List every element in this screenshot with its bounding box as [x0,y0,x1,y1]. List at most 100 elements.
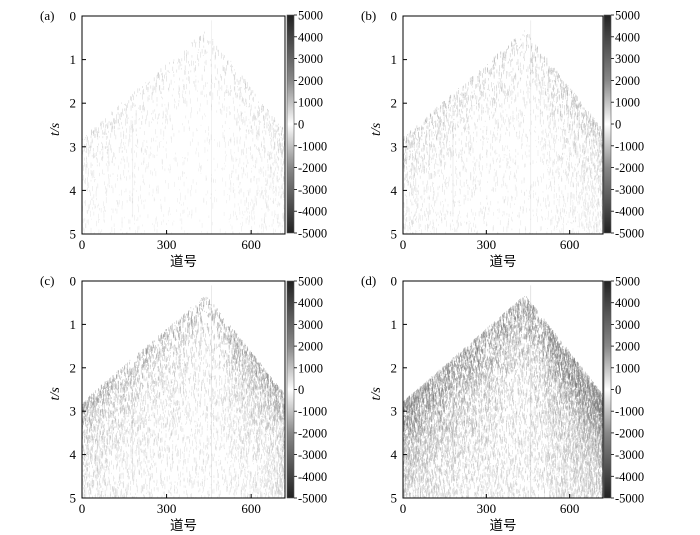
colorbar-tick-label: 5000 [615,275,640,289]
y-tick-label: 5 [391,491,398,506]
colorbar-tick-label: 5000 [298,9,323,23]
x-tick-label: 300 [477,237,497,252]
colorbar-tick-label: -1000 [298,139,327,153]
colorbar-tick-label: 3000 [615,318,640,332]
colorbar-tick-label: 4000 [615,30,640,44]
colorbar-tick-label: 3000 [615,52,640,66]
colorbar-tick-label: 2000 [298,74,323,88]
colorbar-tick-label: -4000 [298,205,327,219]
colorbar [286,280,295,499]
plot-frame [81,280,286,499]
x-tick-label: 300 [157,237,177,252]
y-tick-label: 3 [70,139,77,154]
y-tick-label: 4 [391,447,398,462]
colorbar-tick-label: -3000 [298,183,327,197]
x-axis-label: 道号 [170,254,197,269]
colorbar-tick-label: -1000 [615,405,644,419]
colorbar-tick-label: -2000 [615,426,644,440]
y-axis-label: t/s [369,387,384,401]
colorbar-tick-label: 0 [298,118,304,132]
x-axis-label: 道号 [490,254,517,269]
colorbar-tick-label: 2000 [615,340,640,354]
colorbar-tick-label: 1000 [615,361,640,375]
x-axis-label: 道号 [170,518,197,533]
colorbar-tick-label: 1000 [298,361,323,375]
seismic-traces [82,20,285,234]
y-tick-label: 0 [70,9,77,24]
y-tick-label: 4 [70,183,77,198]
colorbar-tick-label: -2000 [298,426,327,440]
colorbar-tick-label: -3000 [615,448,644,462]
colorbar-tick-label: 2000 [298,340,323,354]
colorbar-tick-label: -5000 [298,492,327,506]
colorbar [603,280,612,499]
x-tick-label: 300 [477,501,497,516]
seismic-traces [82,285,285,498]
colorbar-tick-label: -5000 [615,492,644,506]
y-tick-label: 2 [391,360,398,375]
colorbar-tick-label: 3000 [298,52,323,66]
x-tick-label: 0 [79,237,86,252]
x-tick-label: 0 [400,237,407,252]
colorbar-tick-label: -4000 [298,470,327,484]
x-tick-label: 0 [400,501,407,516]
panel-label: (a) [40,8,54,23]
y-tick-label: 0 [391,9,398,24]
colorbar-tick-label: 3000 [298,318,323,332]
y-tick-label: 2 [70,96,77,111]
x-tick-label: 300 [157,501,177,516]
colorbar-tick-label: 0 [298,383,304,397]
x-axis-label: 道号 [490,518,517,533]
y-tick-label: 5 [391,227,398,242]
seismic-traces [403,20,603,234]
panel-label: (d) [361,273,376,288]
colorbar-tick-label: -2000 [298,161,327,175]
y-tick-label: 3 [391,139,398,154]
y-tick-label: 3 [391,404,398,419]
colorbar-tick-label: -4000 [615,470,644,484]
x-tick-label: 600 [241,237,261,252]
y-tick-label: 1 [70,52,77,67]
colorbar-tick-label: 5000 [298,275,323,289]
y-tick-label: 5 [70,491,77,506]
y-tick-label: 1 [70,317,77,332]
y-tick-label: 1 [391,317,398,332]
colorbar-tick-label: -1000 [298,405,327,419]
colorbar [286,14,295,234]
y-tick-label: 5 [70,227,77,242]
panel-label: (c) [40,273,54,288]
x-tick-label: 0 [79,501,86,516]
colorbar [603,14,612,234]
colorbar-tick-label: 1000 [615,96,640,110]
colorbar-tick-label: -5000 [615,227,644,241]
colorbar-tick-label: -4000 [615,205,644,219]
colorbar-tick-label: 2000 [615,74,640,88]
x-tick-label: 600 [560,237,580,252]
plot-frame [402,280,604,499]
x-tick-label: 600 [241,501,261,516]
colorbar-tick-label: -5000 [298,227,327,241]
plot-frame [81,15,286,235]
y-tick-label: 2 [391,96,398,111]
y-axis-label: t/s [48,122,63,136]
colorbar-tick-label: 4000 [298,30,323,44]
y-axis-label: t/s [369,122,384,136]
y-tick-label: 0 [391,274,398,289]
y-tick-label: 4 [70,447,77,462]
colorbar-tick-label: 1000 [298,96,323,110]
seismic-traces [403,285,603,498]
colorbar-tick-label: -3000 [615,183,644,197]
y-tick-label: 4 [391,183,398,198]
panel-label: (b) [361,8,376,23]
y-tick-label: 0 [70,274,77,289]
plot-frame [402,15,604,235]
colorbar-tick-label: -1000 [615,139,644,153]
colorbar-tick-label: 0 [615,118,621,132]
colorbar-tick-label: 4000 [298,296,323,310]
colorbar-tick-label: -3000 [298,448,327,462]
x-tick-label: 600 [560,501,580,516]
